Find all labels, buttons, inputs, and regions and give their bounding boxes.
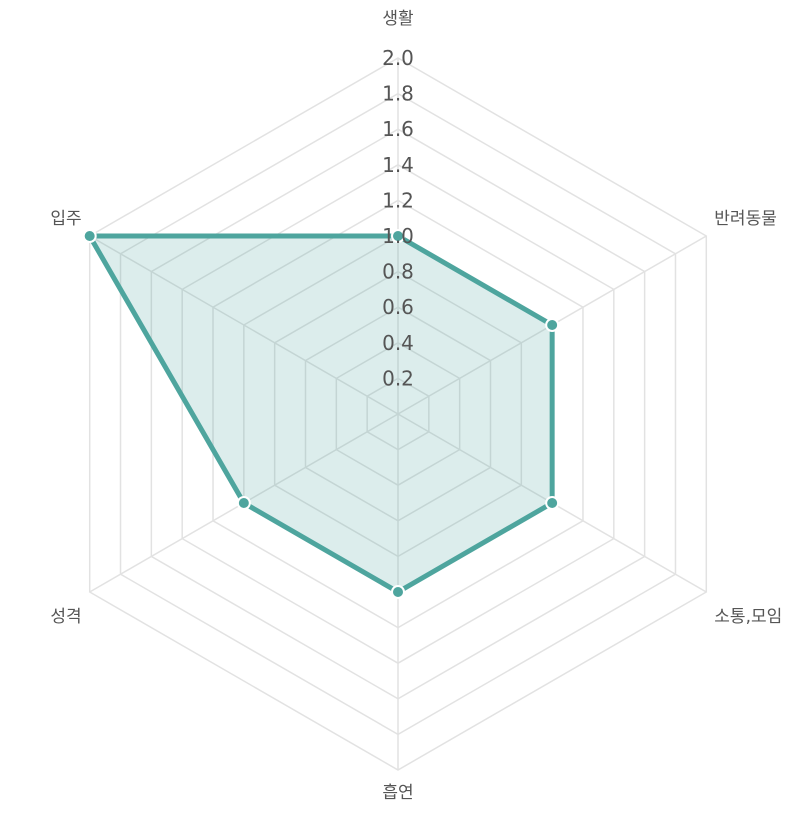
data-point (236, 496, 251, 510)
tick-label: 1.0 (382, 224, 414, 248)
tick-label: 1.8 (382, 82, 414, 106)
tick-label: 1.4 (382, 153, 414, 177)
tick-label: 1.6 (382, 117, 414, 141)
data-point (545, 496, 560, 510)
data-point (391, 229, 405, 243)
category-label: 흡연 (382, 783, 413, 803)
series-area (89, 236, 553, 592)
radar-series (82, 229, 560, 599)
data-point (82, 229, 97, 243)
tick-label: 2.0 (382, 46, 414, 70)
tick-label: 0.2 (382, 366, 414, 390)
category-label: 성격 (50, 607, 81, 627)
category-label: 입주 (50, 209, 81, 229)
category-label: 생활 (382, 9, 413, 29)
radial-tick-labels: 0.2 0.4 0.6 0.8 1.0 1.2 1.4 1.6 1.8 2.0 (382, 46, 414, 390)
data-point (391, 585, 405, 599)
tick-label: 0.6 (382, 295, 414, 319)
axis-spoke (89, 235, 399, 415)
category-label: 반려동물 (714, 209, 777, 229)
category-label: 소통,모임 (714, 607, 782, 627)
tick-label: 0.4 (382, 331, 414, 355)
tick-label: 0.8 (382, 260, 414, 284)
tick-label: 1.2 (382, 188, 414, 212)
data-point (545, 318, 560, 332)
